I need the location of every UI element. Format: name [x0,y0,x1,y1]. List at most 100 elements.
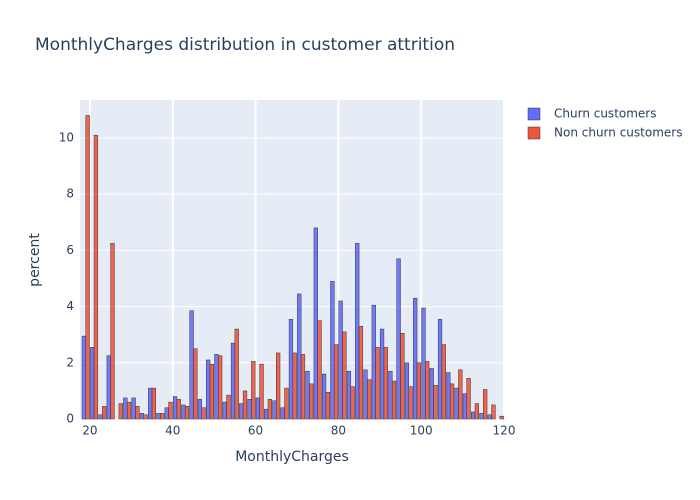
bar [151,387,157,420]
bar [313,227,318,420]
bar [371,304,376,420]
bar [193,348,198,420]
bar [131,397,136,420]
bars [81,115,504,420]
bar [391,380,397,420]
bar [413,297,418,420]
bar [148,387,153,420]
bar [449,383,455,420]
bar [272,400,277,420]
bar [164,407,169,420]
bar [429,368,434,420]
bar [441,344,446,420]
bar [126,401,132,420]
legend: Churn customers Non churn customers [527,107,682,140]
y-tick-label: 2 [66,355,74,369]
chart-title: MonthlyCharges distribution in customer … [35,35,455,55]
bar [400,333,405,420]
x-tick-label: 40 [165,424,180,438]
bar [474,403,479,420]
bar [491,404,496,420]
bar [280,407,285,420]
bar [276,352,281,420]
x-axis-label: MonthlyCharges [235,449,349,465]
bar [93,134,99,420]
bar [81,335,87,420]
bar [333,344,339,420]
x-tick-label: 100 [410,424,433,438]
bar [446,372,451,420]
bar [479,413,484,420]
legend-swatch [527,126,541,140]
bar [300,354,306,420]
bar [90,347,95,420]
bar [383,347,388,420]
y-tick-label: 6 [66,243,74,257]
bar [466,377,471,420]
bar [189,310,194,420]
bar [350,386,355,420]
bar [305,370,310,420]
bar [98,414,103,420]
y-tick-label: 8 [66,187,74,201]
bar [309,383,314,420]
bar [483,389,488,420]
bar [425,361,430,420]
bar [317,320,322,420]
bar [110,243,115,420]
bar [462,393,467,420]
bar [251,361,256,420]
bar [284,387,289,420]
bar [363,369,368,420]
bar [358,326,364,420]
bar [499,415,504,420]
bar [330,281,335,420]
bar [321,373,327,420]
bar [471,411,476,420]
bar [375,347,380,420]
bar [379,328,385,420]
y-tick-label: 0 [66,412,74,426]
bar [437,318,443,420]
bar [408,386,413,420]
bar [168,401,173,420]
bar [367,379,372,420]
bar [396,258,401,420]
bar [206,359,211,420]
bar [346,370,352,420]
bar [123,397,128,420]
bar [85,115,90,420]
bar [139,413,145,420]
x-tick-label: 20 [82,424,97,438]
bar [247,399,252,420]
bar [267,399,272,420]
bar [388,370,393,420]
bar [255,397,260,420]
bar [421,307,426,420]
bar [416,362,422,420]
y-tick-label: 4 [66,299,74,313]
bar [176,399,181,420]
bar [259,363,264,420]
bar [234,328,239,420]
bar [181,404,186,420]
grid: 0 2 4 6 8 10 20 40 60 80 100 120 [59,100,515,438]
bar [209,363,214,420]
bar [264,408,269,420]
x-tick-label: 60 [248,424,263,438]
bar [355,243,360,420]
bar [160,413,165,420]
bar [297,293,302,420]
y-tick-label: 10 [59,130,74,144]
bar [201,407,206,420]
y-axis-label: percent [27,233,43,287]
bar [404,362,410,420]
bar [288,318,294,420]
x-tick-label: 80 [331,424,346,438]
bar [143,414,148,420]
bar [239,403,244,420]
bar [102,406,107,420]
bar [292,352,297,420]
bar [433,385,438,420]
